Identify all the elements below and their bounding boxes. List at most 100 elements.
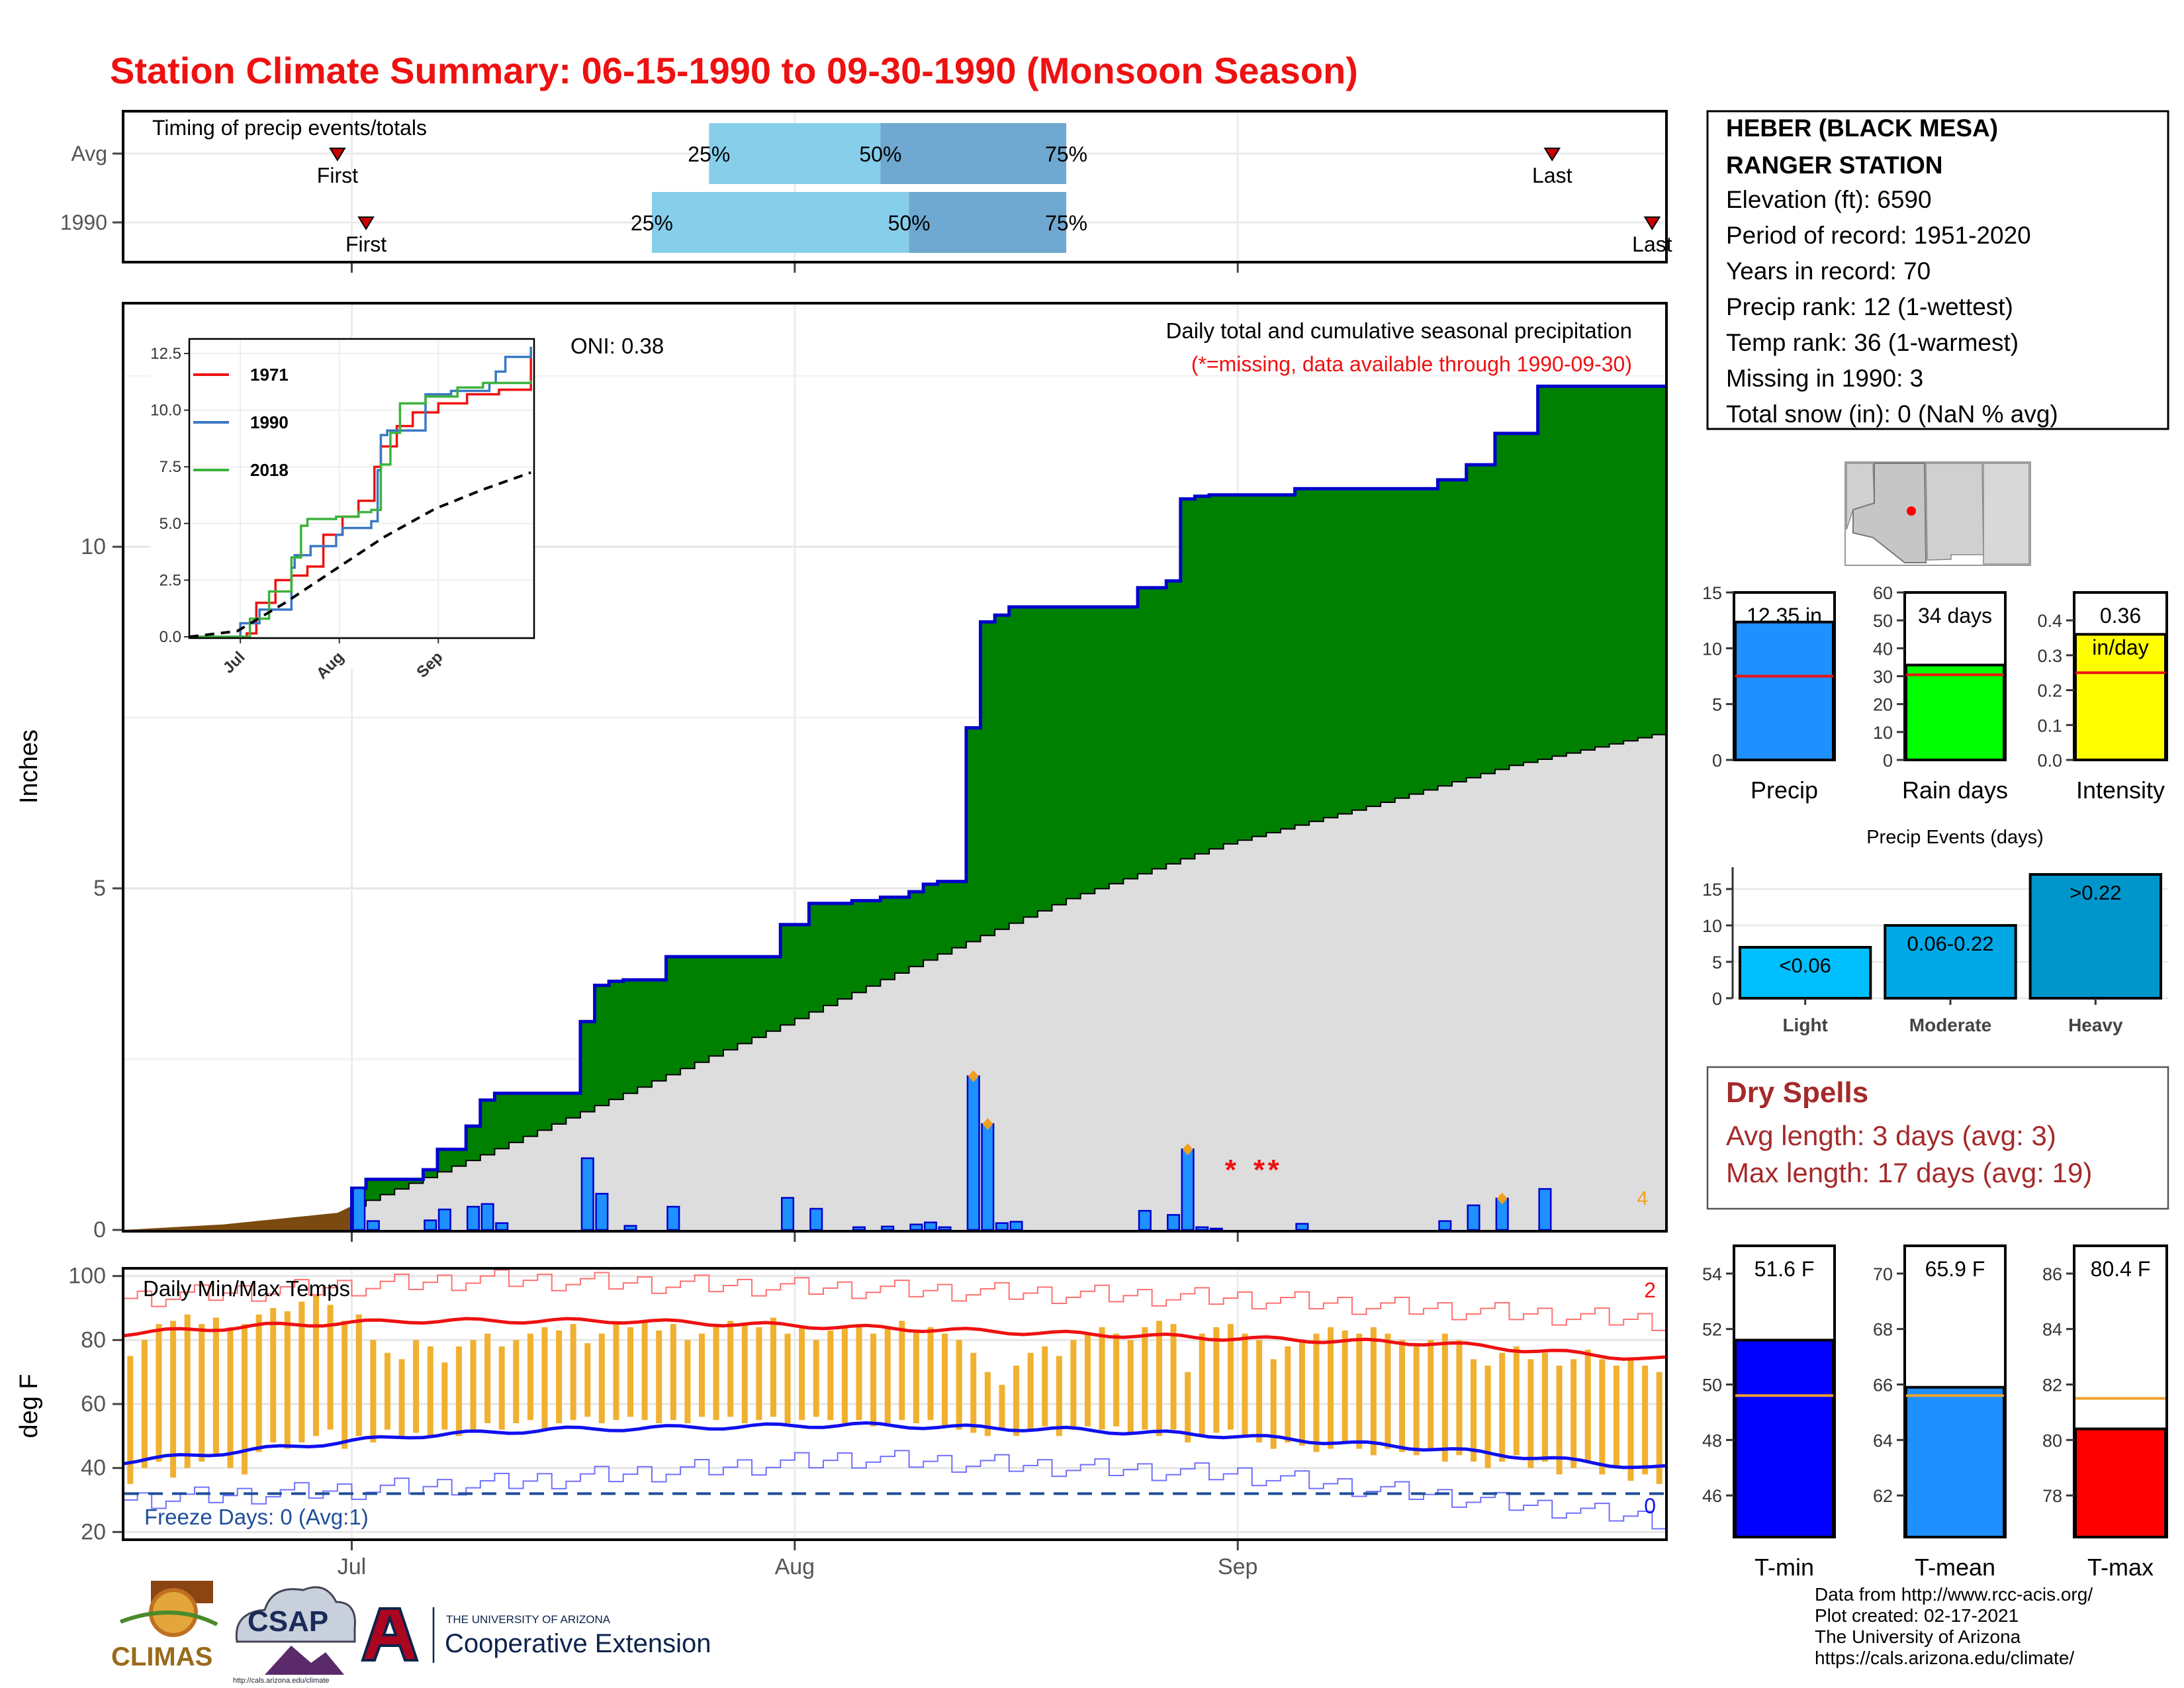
temp-range-bar xyxy=(713,1327,719,1421)
timing-pct-label: 50% xyxy=(859,142,901,166)
normal-cumulative-area xyxy=(351,734,1667,1230)
tmax-avg-line xyxy=(122,1317,1666,1361)
daily-precip-bar xyxy=(852,1226,866,1231)
temp-range-bar xyxy=(927,1327,934,1421)
stat-y-tick-label: 50 xyxy=(1873,611,1893,631)
timing-pct-label: 50% xyxy=(888,211,931,235)
ua-line2: Cooperative Extension xyxy=(445,1629,711,1658)
temp-range-bar xyxy=(1456,1340,1463,1456)
stat-y-tick-label: 68 xyxy=(1873,1320,1893,1340)
station-years: Years in record: 70 xyxy=(1726,258,1931,285)
temp-range-bar xyxy=(242,1324,248,1475)
timing-row-label: 1990 xyxy=(60,211,107,234)
stat-category-label: Intensity xyxy=(2076,776,2165,804)
daily-precip-bar xyxy=(809,1207,823,1231)
temp-title: Daily Min/Max Temps xyxy=(143,1276,350,1301)
temp-range-bar xyxy=(1242,1333,1248,1436)
temp-range-bar xyxy=(1170,1324,1177,1430)
inset-legend-label: 1990 xyxy=(250,412,289,432)
events-bar xyxy=(2028,873,2163,1000)
map-east-states xyxy=(1983,463,2030,565)
inset-grid xyxy=(189,340,534,637)
stat-value-bar xyxy=(1734,1338,1835,1538)
stat-y-tick-label: 10 xyxy=(1702,639,1722,659)
stat-value-bar xyxy=(2074,633,2167,761)
temp-range-bar xyxy=(184,1314,191,1468)
daily-precip-bar xyxy=(366,1220,380,1231)
temp-range-bar xyxy=(799,1327,805,1421)
precip-y-tick-label: 5 xyxy=(93,876,106,901)
inset-frame xyxy=(188,338,535,639)
inset-y-tick-label: 12.5 xyxy=(150,345,181,363)
stat-y-tick-label: 84 xyxy=(2042,1320,2062,1340)
stat-y-tick-label: 5 xyxy=(1712,695,1722,715)
ua-line1: THE UNIVERSITY OF ARIZONA xyxy=(446,1613,611,1626)
stat-y-tick-label: 0.1 xyxy=(2037,716,2062,735)
daily-precip-bar xyxy=(1167,1214,1181,1231)
precip-title: Daily total and cumulative seasonal prec… xyxy=(1166,318,1632,343)
temp-range-bar xyxy=(1399,1340,1406,1452)
daily-precip-bar xyxy=(623,1225,637,1231)
csap-logo: CSAP http://cals.arizona.edu/climate xyxy=(233,1586,356,1685)
timing-bar-early xyxy=(651,192,909,253)
footer-plot-created: Plot created: 02-17-2021 xyxy=(1815,1605,2019,1626)
missing-marker: * xyxy=(1253,1154,1265,1186)
temp-y-tick-label: 40 xyxy=(81,1456,106,1481)
timing-first-label: First xyxy=(345,232,387,256)
stat-value-label: 51.6 F xyxy=(1754,1257,1815,1281)
precip-subtitle: (*=missing, data available through 1990-… xyxy=(1191,352,1632,376)
temp-range-bar xyxy=(127,1356,134,1484)
inset-legend-label: 1971 xyxy=(250,365,289,385)
station-missing: Missing in 1990: 3 xyxy=(1726,365,1923,392)
tmin-avg-line xyxy=(122,1421,1666,1470)
csap-logo-cloud xyxy=(235,1586,356,1643)
temp-range-bar xyxy=(970,1352,977,1433)
temp-range-bar xyxy=(699,1333,705,1417)
daily-precip-bar xyxy=(1438,1220,1452,1231)
temp-range-bar xyxy=(913,1330,919,1423)
stat-y-tick-label: 0.0 xyxy=(2037,751,2062,771)
dry-spells-box: Dry Spells Avg length: 3 days (avg: 3) M… xyxy=(1706,1066,2169,1210)
dry-spells-avg: Avg length: 3 days (avg: 3) xyxy=(1726,1120,2056,1151)
temp-range-bar xyxy=(1642,1366,1649,1475)
temp-range-bar xyxy=(1441,1333,1448,1462)
timing-pct-label: 75% xyxy=(1045,211,1087,235)
events-bars: <0.06 0.06-0.22 >0.22 xyxy=(1738,873,2163,1000)
precip-y-tick-label: 10 xyxy=(81,534,106,559)
csap-logo-text: CSAP xyxy=(248,1605,328,1638)
footer-data-source: Data from http://www.rcc-acis.org/ xyxy=(1815,1584,2093,1605)
stat-value-bar xyxy=(1734,620,1835,761)
temp-range-bar xyxy=(156,1324,162,1462)
freeze-count: 0 xyxy=(1644,1494,1656,1518)
events-bar-label: 0.06-0.22 xyxy=(1907,932,1994,955)
daily-precip-rank-marker xyxy=(1182,1143,1193,1156)
precip-frame xyxy=(122,302,1668,1233)
temp-range-bar xyxy=(556,1330,563,1423)
timing-frame xyxy=(122,110,1668,263)
daily-precip-bar xyxy=(495,1222,509,1231)
timing-first-marker xyxy=(329,148,346,162)
inset-line-2018 xyxy=(189,381,532,638)
temp-range-bar xyxy=(784,1333,791,1423)
locator-map xyxy=(1844,461,2031,566)
month-tick-label: Aug xyxy=(775,1554,815,1579)
temp-range-bar xyxy=(870,1333,877,1427)
temp-range-bar xyxy=(813,1340,819,1417)
temp-range-bar xyxy=(741,1324,748,1423)
temp-range-bar xyxy=(455,1346,462,1436)
stat-y-tick-label: 70 xyxy=(1873,1264,1893,1284)
daily-precip-bar xyxy=(437,1208,451,1231)
temp-range-bar xyxy=(1499,1352,1506,1462)
climas-logo-text: CLIMAS xyxy=(111,1642,212,1671)
timing-last-label: Last xyxy=(1532,164,1572,187)
stat-value-bar xyxy=(2074,1427,2167,1539)
footer-university: The University of Arizona xyxy=(1815,1626,2021,1647)
temp-range-bar xyxy=(398,1359,405,1436)
temp-range-bar xyxy=(413,1340,420,1433)
missing-marker: * xyxy=(1268,1154,1280,1186)
temp-range-bar xyxy=(1185,1372,1191,1442)
temp-y-tick-label: 80 xyxy=(81,1327,106,1352)
stat-y-tick-label: 66 xyxy=(1873,1376,1893,1395)
